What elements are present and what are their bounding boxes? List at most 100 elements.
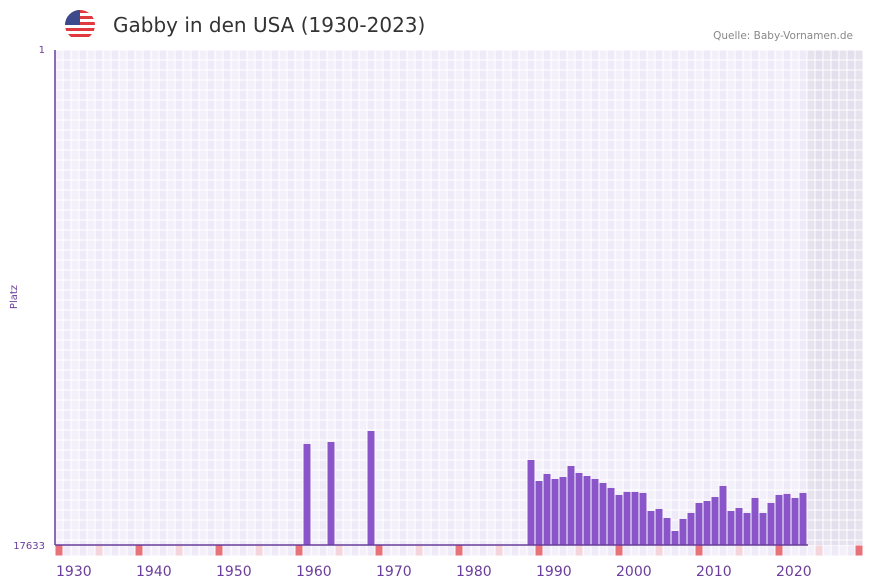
grid-cell bbox=[711, 140, 719, 150]
grid-cell bbox=[647, 260, 655, 270]
grid-cell bbox=[127, 540, 135, 545]
grid-cell bbox=[71, 520, 79, 530]
grid-cell bbox=[559, 140, 567, 150]
grid-cell bbox=[335, 310, 343, 320]
grid-cell bbox=[559, 100, 567, 110]
grid-cell bbox=[439, 290, 447, 300]
grid-cell bbox=[679, 500, 687, 510]
grid-cell bbox=[471, 330, 479, 340]
grid-cell bbox=[175, 490, 183, 500]
grid-cell bbox=[287, 260, 295, 270]
grid-cell bbox=[55, 410, 63, 420]
grid-cell bbox=[407, 290, 415, 300]
grid-cell bbox=[55, 530, 63, 540]
grid-cell bbox=[535, 410, 543, 420]
source-link[interactable]: Quelle: Baby-Vornamen.de bbox=[713, 30, 853, 42]
grid-cell bbox=[79, 170, 87, 180]
grid-cell bbox=[751, 420, 759, 430]
grid-cell bbox=[623, 150, 631, 160]
grid-cell bbox=[791, 370, 799, 380]
grid-cell bbox=[671, 320, 679, 330]
grid-cell bbox=[191, 50, 199, 60]
grid-cell bbox=[495, 400, 503, 410]
grid-cell bbox=[151, 380, 159, 390]
grid-cell bbox=[415, 320, 423, 330]
grid-cell bbox=[63, 160, 71, 170]
grid-cell bbox=[679, 330, 687, 340]
grid-cell bbox=[319, 180, 327, 190]
grid-cell bbox=[127, 280, 135, 290]
grid-cell bbox=[143, 160, 151, 170]
grid-cell bbox=[735, 440, 743, 450]
grid-cell bbox=[511, 110, 519, 120]
grid-cell bbox=[159, 430, 167, 440]
grid-cell bbox=[711, 310, 719, 320]
grid-cell bbox=[639, 310, 647, 320]
grid-cell bbox=[455, 490, 463, 500]
grid-cell bbox=[743, 450, 751, 460]
grid-cell bbox=[439, 480, 447, 490]
grid-cell bbox=[415, 390, 423, 400]
grid-cell bbox=[479, 400, 487, 410]
grid-cell bbox=[423, 510, 431, 520]
grid-cell bbox=[279, 120, 287, 130]
grid-cell bbox=[199, 400, 207, 410]
grid-cell bbox=[679, 120, 687, 130]
grid-cell bbox=[599, 300, 607, 310]
grid-cell bbox=[647, 490, 655, 500]
grid-cell bbox=[207, 230, 215, 240]
grid-cell bbox=[199, 180, 207, 190]
grid-cell bbox=[487, 490, 495, 500]
grid-cell bbox=[807, 430, 815, 440]
grid-cell bbox=[279, 240, 287, 250]
grid-cell bbox=[143, 320, 151, 330]
grid-cell bbox=[575, 180, 583, 190]
grid-cell bbox=[247, 510, 255, 520]
grid-cell bbox=[167, 230, 175, 240]
grid-cell bbox=[287, 280, 295, 290]
grid-cell bbox=[695, 300, 703, 310]
grid-cell bbox=[783, 70, 791, 80]
grid-cell bbox=[623, 300, 631, 310]
grid-cell bbox=[255, 270, 263, 280]
grid-cell bbox=[463, 410, 471, 420]
grid-cell bbox=[647, 180, 655, 190]
grid-cell bbox=[207, 440, 215, 450]
grid-cell bbox=[311, 380, 319, 390]
grid-cell bbox=[247, 160, 255, 170]
grid-cell bbox=[543, 280, 551, 290]
grid-cell bbox=[319, 130, 327, 140]
grid-cell bbox=[63, 150, 71, 160]
grid-cell bbox=[799, 60, 807, 70]
grid-cell bbox=[423, 490, 431, 500]
grid-cell bbox=[375, 340, 383, 350]
grid-cell bbox=[87, 200, 95, 210]
grid-cell bbox=[175, 230, 183, 240]
grid-cell bbox=[263, 470, 271, 480]
grid-cell bbox=[255, 100, 263, 110]
grid-cell bbox=[119, 310, 127, 320]
grid-cell bbox=[183, 390, 191, 400]
grid-cell bbox=[479, 170, 487, 180]
grid-cell bbox=[215, 450, 223, 460]
grid-cell bbox=[159, 120, 167, 130]
grid-cell bbox=[503, 380, 511, 390]
grid-cell bbox=[151, 90, 159, 100]
grid-cell bbox=[591, 270, 599, 280]
grid-cell bbox=[103, 430, 111, 440]
grid-cell bbox=[751, 180, 759, 190]
grid-cell bbox=[519, 300, 527, 310]
grid-cell bbox=[679, 290, 687, 300]
grid-cell bbox=[727, 170, 735, 180]
grid-cell bbox=[399, 220, 407, 230]
grid-cell bbox=[583, 460, 591, 470]
grid-cell bbox=[319, 430, 327, 440]
grid-cell bbox=[735, 480, 743, 490]
grid-cell bbox=[479, 50, 487, 60]
grid-cell bbox=[95, 450, 103, 460]
grid-cell bbox=[167, 380, 175, 390]
grid-cell bbox=[687, 240, 695, 250]
grid-cell bbox=[831, 390, 839, 400]
grid-cell bbox=[847, 50, 855, 60]
grid-cell bbox=[463, 460, 471, 470]
